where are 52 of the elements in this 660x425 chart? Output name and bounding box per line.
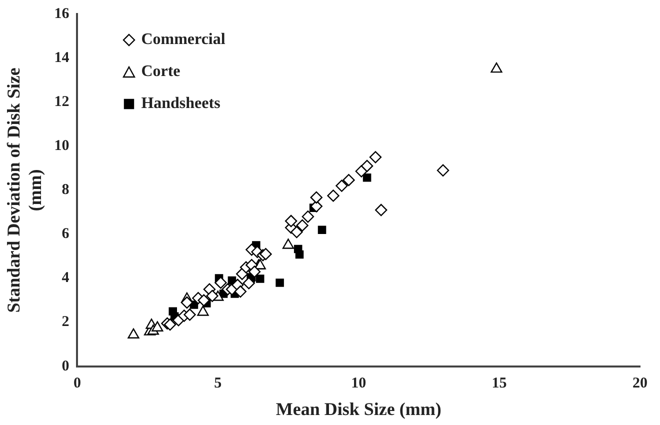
point [198,294,210,306]
point [256,274,264,283]
point [375,204,388,216]
point [436,164,450,176]
point [152,321,164,332]
point [362,174,372,182]
point [184,308,196,321]
legend-label: Commercial [141,31,226,49]
point [282,238,294,249]
point [342,174,355,186]
x-tick-label: 10 [351,375,366,392]
point [128,328,140,339]
point [295,250,304,259]
point [180,296,194,309]
legend-label: Corte [141,63,180,81]
point [360,160,374,172]
point [290,226,303,238]
x-tick-label: 15 [492,375,507,392]
y-tick-label: 4 [62,270,70,286]
point [302,210,314,223]
point [284,214,298,228]
x-tick-label: 0 [73,375,81,392]
point [164,318,176,331]
point [355,165,368,178]
point [248,266,261,278]
x-tick-label: 20 [632,375,648,392]
point [206,290,218,302]
point [234,285,247,298]
point [310,200,322,212]
y-tick-label: 8 [62,182,70,198]
point [369,151,382,164]
point [296,219,308,232]
y-tick-label: 2 [62,314,70,330]
point [336,180,348,192]
x-axis-title: Mean Disk Size (mm) [276,398,442,419]
point [260,248,272,260]
point [318,226,326,234]
y-tick-label: 16 [54,6,70,22]
point [327,190,340,202]
y-tick-label: 0 [62,358,70,374]
point [310,191,322,204]
y-tick-label: 10 [54,138,70,154]
point [242,277,255,290]
point [276,278,284,287]
point [214,276,227,289]
y-axis-title: Standard Deviation of Disk Size (mm) [3,68,46,313]
y-tick-label: 14 [54,50,70,66]
x-tick-label: 5 [214,375,222,392]
y-tick-label: 12 [54,94,70,110]
y-tick-label: 6 [62,226,70,242]
legend-label: Handsheets [141,95,220,113]
point [197,306,209,316]
